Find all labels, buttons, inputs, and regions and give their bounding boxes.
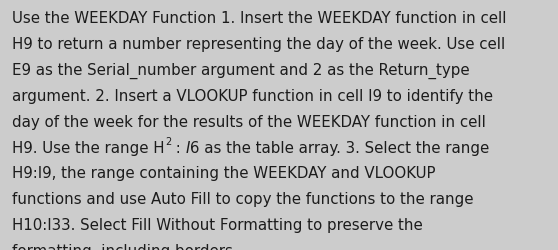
Text: :: : [171, 140, 185, 155]
Text: formatting, including borders.: formatting, including borders. [12, 243, 238, 250]
Text: Use the WEEKDAY Function 1. Insert the WEEKDAY function in cell: Use the WEEKDAY Function 1. Insert the W… [12, 11, 507, 26]
Text: I: I [185, 140, 190, 155]
Text: H10:I33. Select Fill Without Formatting to preserve the: H10:I33. Select Fill Without Formatting … [12, 217, 423, 232]
Text: H9. Use the range H: H9. Use the range H [12, 140, 165, 155]
Text: day of the week for the results of the WEEKDAY function in cell: day of the week for the results of the W… [12, 114, 486, 129]
Text: argument. 2. Insert a VLOOKUP function in cell I9 to identify the: argument. 2. Insert a VLOOKUP function i… [12, 88, 493, 104]
Text: H9:I9, the range containing the WEEKDAY and VLOOKUP: H9:I9, the range containing the WEEKDAY … [12, 166, 436, 181]
Text: 6 as the table array. 3. Select the range: 6 as the table array. 3. Select the rang… [190, 140, 489, 155]
Text: H9 to return a number representing the day of the week. Use cell: H9 to return a number representing the d… [12, 37, 506, 52]
Text: functions and use Auto Fill to copy the functions to the range: functions and use Auto Fill to copy the … [12, 192, 474, 206]
Text: 2: 2 [165, 136, 171, 146]
Text: E9 as the Serial_number argument and 2 as the Return_type: E9 as the Serial_number argument and 2 a… [12, 63, 470, 79]
